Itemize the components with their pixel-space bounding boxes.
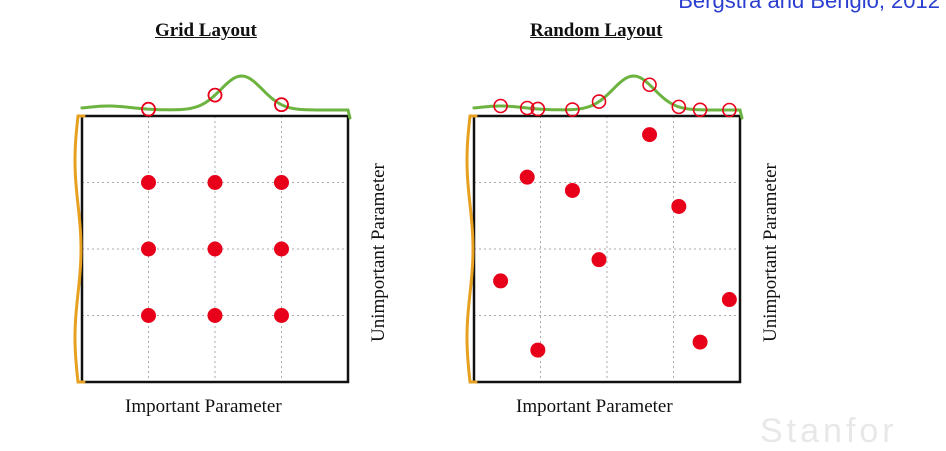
sample-point — [274, 308, 289, 323]
sample-point — [207, 308, 223, 323]
sample-point — [671, 198, 687, 214]
projected-sample-circle — [519, 100, 535, 116]
projected-sample-circle — [207, 87, 223, 103]
projected-sample-circle — [141, 101, 156, 117]
ylabel-random: Unimportant Parameter — [760, 163, 781, 342]
sample-point — [141, 241, 156, 257]
projected-sample-circle — [692, 102, 708, 118]
sample-point — [721, 292, 737, 308]
watermark: Stanfor — [760, 412, 898, 450]
projected-sample-circle — [530, 101, 546, 117]
sample-point — [274, 241, 289, 257]
sample-point — [141, 175, 156, 190]
citation: Bergstra and Bengio, 2012 — [678, 0, 940, 13]
grid-layout-plot — [73, 74, 352, 384]
sample-point — [141, 308, 156, 323]
projected-sample-circle — [591, 94, 607, 109]
projected-sample-circle — [722, 102, 737, 118]
sample-point — [530, 342, 546, 358]
projected-sample-circle — [565, 102, 580, 117]
projected-sample-circle — [671, 99, 687, 115]
sample-point — [207, 175, 223, 190]
unimportant-marginal-curve — [73, 114, 86, 384]
sample-point — [493, 273, 509, 289]
sample-point — [591, 252, 607, 268]
panel-title-random: Random Layout — [530, 20, 663, 41]
panel-title-grid: Grid Layout — [155, 20, 257, 41]
projected-sample-circle — [642, 77, 657, 93]
xlabel-grid: Important Parameter — [125, 396, 282, 417]
projected-sample-circle — [274, 97, 289, 113]
sample-point — [519, 169, 535, 185]
important-marginal-curve — [80, 74, 352, 120]
important-marginal-curve — [472, 74, 744, 120]
sample-point — [207, 241, 223, 257]
sample-point — [642, 127, 658, 143]
sample-point — [564, 182, 580, 198]
sample-point — [692, 334, 708, 350]
unimportant-marginal-curve — [465, 114, 478, 384]
projected-sample-circle — [493, 98, 508, 114]
ylabel-grid: Unimportant Parameter — [368, 163, 389, 342]
random-layout-plot — [465, 74, 744, 384]
xlabel-random: Important Parameter — [516, 396, 673, 417]
sample-point — [274, 175, 289, 190]
